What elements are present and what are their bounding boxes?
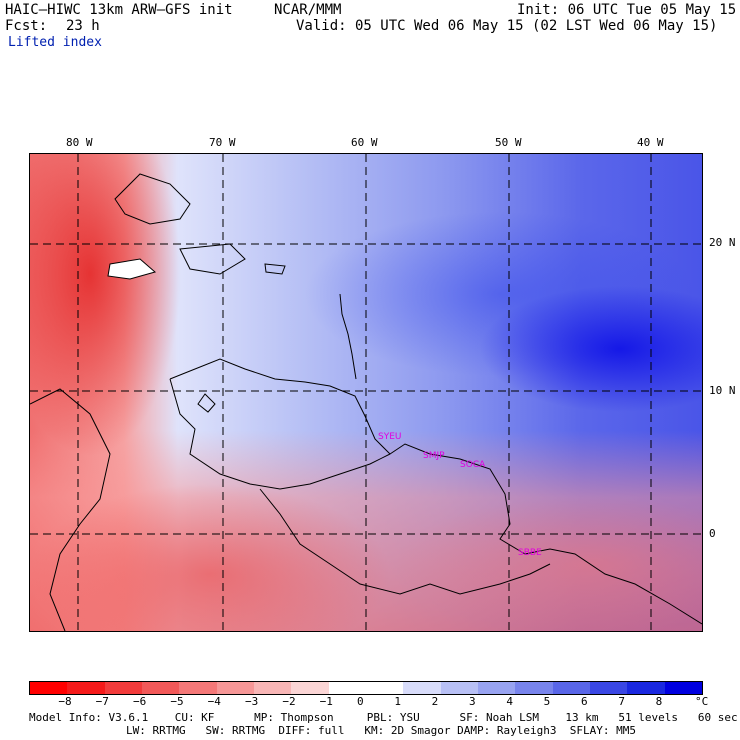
colorbar-tick-label: −8	[58, 695, 72, 708]
colorbar-tick-label: 8	[655, 695, 663, 708]
lon-label-80w: 80 W	[66, 136, 93, 149]
colorbar-tick-label: 5	[543, 695, 551, 708]
lat-label-equator: 0	[709, 527, 716, 540]
colorbar-segment	[365, 682, 404, 694]
colorbar-tick-label: 7	[618, 695, 625, 708]
colorbar-segment	[515, 682, 553, 694]
colorbar-segment	[403, 682, 441, 694]
colorbar-segment	[477, 682, 516, 694]
colorbar-tick-label: 2	[431, 695, 439, 708]
model-info-line1: Model Info: V3.6.1 CU: KF MP: Thompson P…	[29, 711, 738, 724]
lifted-index-map	[29, 153, 703, 632]
colorbar-tick-label: −1	[319, 695, 333, 708]
colorbar-segment	[104, 682, 142, 694]
field-name: Lifted index	[8, 35, 102, 50]
lon-label-60w: 60 W	[351, 136, 378, 149]
org-label: NCAR/MMM	[274, 2, 342, 18]
colorbar-segment	[216, 682, 254, 694]
colorbar-segment	[589, 682, 628, 694]
lon-label-40w: 40 W	[637, 136, 664, 149]
colorbar-tick-label: 1	[394, 695, 401, 708]
forecast-hour: 23 h	[66, 18, 100, 34]
valid-time: Valid: 05 UTC Wed 06 May 15 (02 LST Wed …	[296, 18, 718, 34]
colorbar-segment	[627, 682, 665, 694]
colorbar-tick-label: −6	[133, 695, 147, 708]
colorbar-segment	[67, 682, 105, 694]
lon-label-50w: 50 W	[495, 136, 522, 149]
colorbar-segment	[328, 682, 366, 694]
lat-label-20n: 20 N	[709, 236, 736, 249]
colorbar-tick-label: 4	[506, 695, 513, 708]
lat-lon-grid	[30, 154, 702, 631]
station-soca: SOCA	[460, 460, 486, 470]
station-sbbe: SBBE	[518, 548, 542, 558]
init-time: Init: 06 UTC Tue 05 May 15	[517, 2, 737, 18]
colorbar-unit: °C	[695, 695, 709, 708]
lon-label-70w: 70 W	[209, 136, 236, 149]
model-title: HAIC–HIWC 13km ARW–GFS init	[5, 2, 233, 18]
lat-label-10n: 10 N	[709, 384, 736, 397]
colorbar-tick-label: −2	[282, 695, 296, 708]
colorbar-tick-label: 3	[469, 695, 476, 708]
forecast-label: Fcst:	[5, 18, 48, 34]
colorbar-segment	[552, 682, 590, 694]
colorbar-segment	[253, 682, 292, 694]
colorbar	[29, 681, 703, 695]
colorbar-segment	[440, 682, 478, 694]
colorbar-tick-label: 0	[357, 695, 364, 708]
colorbar-tick-label: −5	[170, 695, 184, 708]
colorbar-segment	[664, 682, 702, 694]
station-smjp: SMJP	[423, 451, 445, 461]
colorbar-tick-label: −7	[95, 695, 109, 708]
colorbar-segment	[141, 682, 180, 694]
colorbar-tick-label: −4	[207, 695, 221, 708]
colorbar-tick-label: −3	[245, 695, 259, 708]
colorbar-tick-label: 6	[581, 695, 588, 708]
colorbar-segment	[291, 682, 329, 694]
model-info-line2: LW: RRTMG SW: RRTMG DIFF: full KM: 2D Sm…	[126, 724, 636, 737]
map-overlay	[30, 154, 702, 631]
colorbar-segment	[179, 682, 217, 694]
colorbar-segment	[30, 682, 68, 694]
station-syeu: SYEU	[378, 432, 402, 442]
